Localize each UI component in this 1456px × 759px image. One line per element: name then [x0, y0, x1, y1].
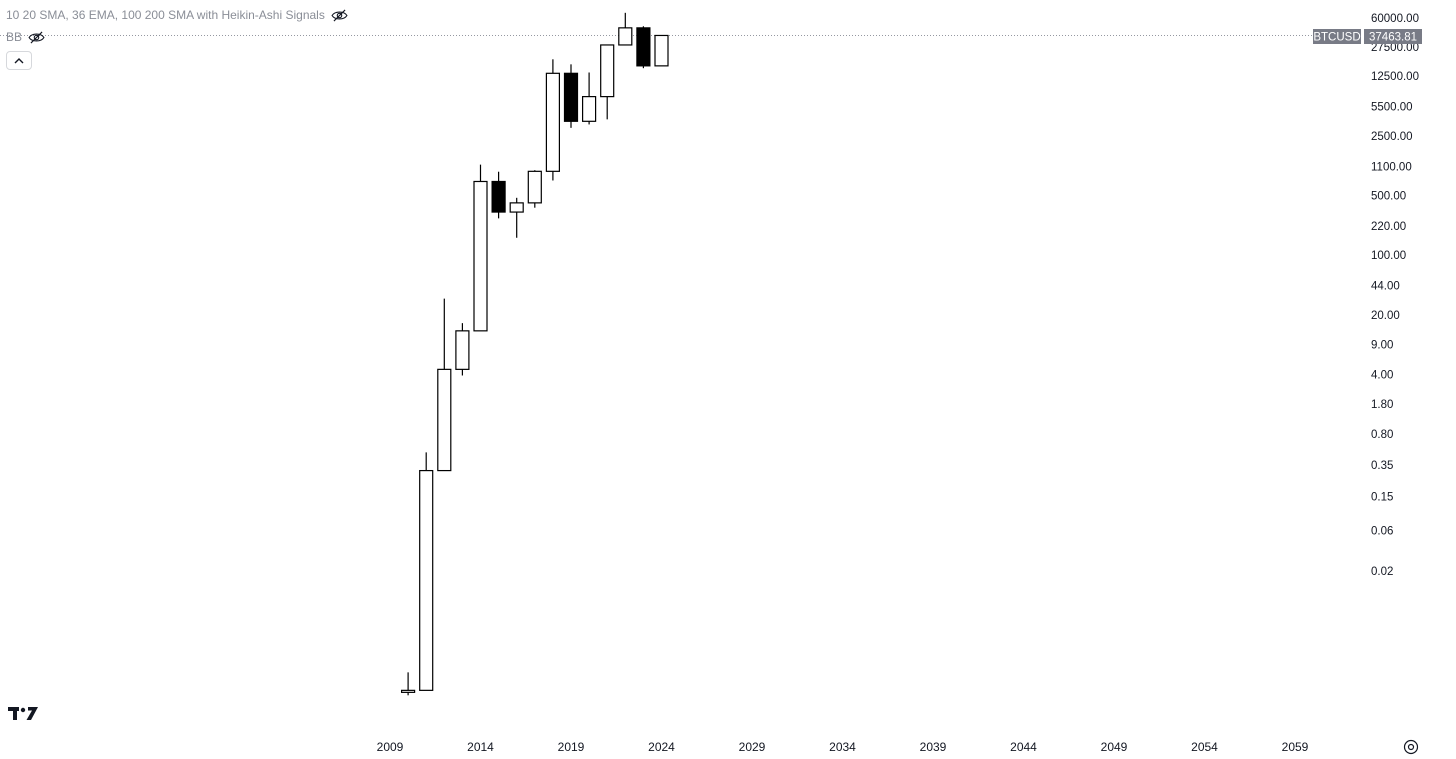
y-tick-label: 12500.00 — [1371, 71, 1419, 83]
candle-body — [401, 689, 416, 693]
candle-body — [419, 469, 434, 691]
y-tick-label: 5500.00 — [1371, 102, 1413, 114]
candle-body — [654, 34, 669, 67]
y-tick-label: 0.35 — [1371, 460, 1393, 472]
tradingview-logo[interactable] — [8, 704, 40, 722]
candle-body — [618, 27, 633, 46]
y-tick-label: 27500.00 — [1371, 42, 1419, 54]
candle[interactable] — [419, 452, 434, 691]
x-tick-label: 2044 — [1010, 740, 1037, 754]
candle[interactable] — [563, 64, 579, 128]
x-tick-label: 2029 — [739, 740, 766, 754]
legend-indicator-2[interactable]: BB — [6, 30, 45, 44]
eye-off-icon[interactable] — [331, 9, 348, 22]
y-tick-label: 0.80 — [1371, 429, 1393, 441]
y-tick-label: 220.00 — [1371, 221, 1406, 233]
y-tick-label: 0.02 — [1371, 566, 1393, 578]
x-tick-label: 2014 — [467, 740, 494, 754]
x-tick-label: 2024 — [648, 740, 675, 754]
candle-body — [636, 27, 651, 67]
last-price-tag: BTCUSD 37463.81 — [1313, 29, 1422, 44]
price-tag-bg — [1364, 29, 1422, 44]
candle[interactable] — [491, 171, 506, 219]
collapse-legend-button[interactable] — [6, 51, 32, 70]
symbol-tag-bg — [1313, 29, 1361, 44]
symbol-tag: BTCUSD — [1313, 32, 1360, 44]
y-tick-label: 2500.00 — [1371, 131, 1413, 143]
y-tick-label: 60000.00 — [1371, 13, 1419, 25]
candle[interactable] — [473, 164, 488, 332]
y-tick-label: 0.06 — [1371, 525, 1393, 537]
y-tick-label: 0.15 — [1371, 491, 1393, 503]
candle-body — [545, 72, 561, 172]
price-axis: 60000.00 27500.00 12500.00 5500.00 2500.00 11… — [1371, 13, 1419, 578]
x-tick-label: 2054 — [1191, 740, 1218, 754]
y-tick-label: 500.00 — [1371, 191, 1406, 203]
candle[interactable] — [654, 34, 669, 67]
settings-icon[interactable] — [1402, 738, 1420, 756]
price-tag: 37463.81 — [1369, 32, 1417, 44]
candle-body — [600, 44, 615, 98]
candle-body — [563, 72, 579, 122]
candle[interactable] — [636, 26, 651, 69]
candle-body — [491, 180, 506, 213]
candle-body — [437, 368, 452, 472]
x-tick-label: 2019 — [558, 740, 585, 754]
indicator-1-label: 10 20 SMA, 36 EMA, 100 200 SMA with Heik… — [6, 8, 325, 22]
time-axis: 2009 2014 2019 2024 2029 2034 2039 2044 2049 2054… — [377, 740, 1309, 754]
y-tick-label: 4.00 — [1371, 370, 1393, 382]
candle[interactable] — [600, 44, 615, 120]
candle[interactable] — [545, 59, 561, 181]
eye-off-icon[interactable] — [28, 31, 45, 44]
chevron-up-icon — [14, 58, 24, 64]
candle-body — [473, 180, 488, 332]
x-tick-label: 2039 — [920, 740, 947, 754]
y-tick-label: 1.80 — [1371, 399, 1393, 411]
candle[interactable] — [401, 672, 416, 696]
x-tick-label: 2009 — [377, 740, 404, 754]
candles — [401, 12, 669, 696]
candle[interactable] — [455, 323, 470, 376]
candle[interactable] — [581, 72, 597, 125]
x-tick-label: 2034 — [829, 740, 856, 754]
candle[interactable] — [437, 298, 452, 472]
y-tick-label: 1100.00 — [1371, 161, 1412, 173]
candle-body — [527, 170, 542, 204]
candle-body — [509, 202, 524, 213]
x-tick-label: 2049 — [1101, 740, 1128, 754]
y-tick-label: 100.00 — [1371, 250, 1406, 262]
y-tick-label: 9.00 — [1371, 339, 1393, 351]
candle[interactable] — [509, 197, 524, 238]
indicator-2-label: BB — [6, 30, 23, 44]
candle-body — [581, 96, 597, 122]
y-tick-label: 44.00 — [1371, 281, 1400, 293]
candle[interactable] — [527, 170, 542, 208]
candle-body — [455, 330, 470, 370]
x-tick-label: 2059 — [1282, 740, 1309, 754]
y-tick-label: 20.00 — [1371, 310, 1400, 322]
candle[interactable] — [618, 12, 633, 46]
legend-indicator-1[interactable]: 10 20 SMA, 36 EMA, 100 200 SMA with Heik… — [6, 8, 348, 22]
